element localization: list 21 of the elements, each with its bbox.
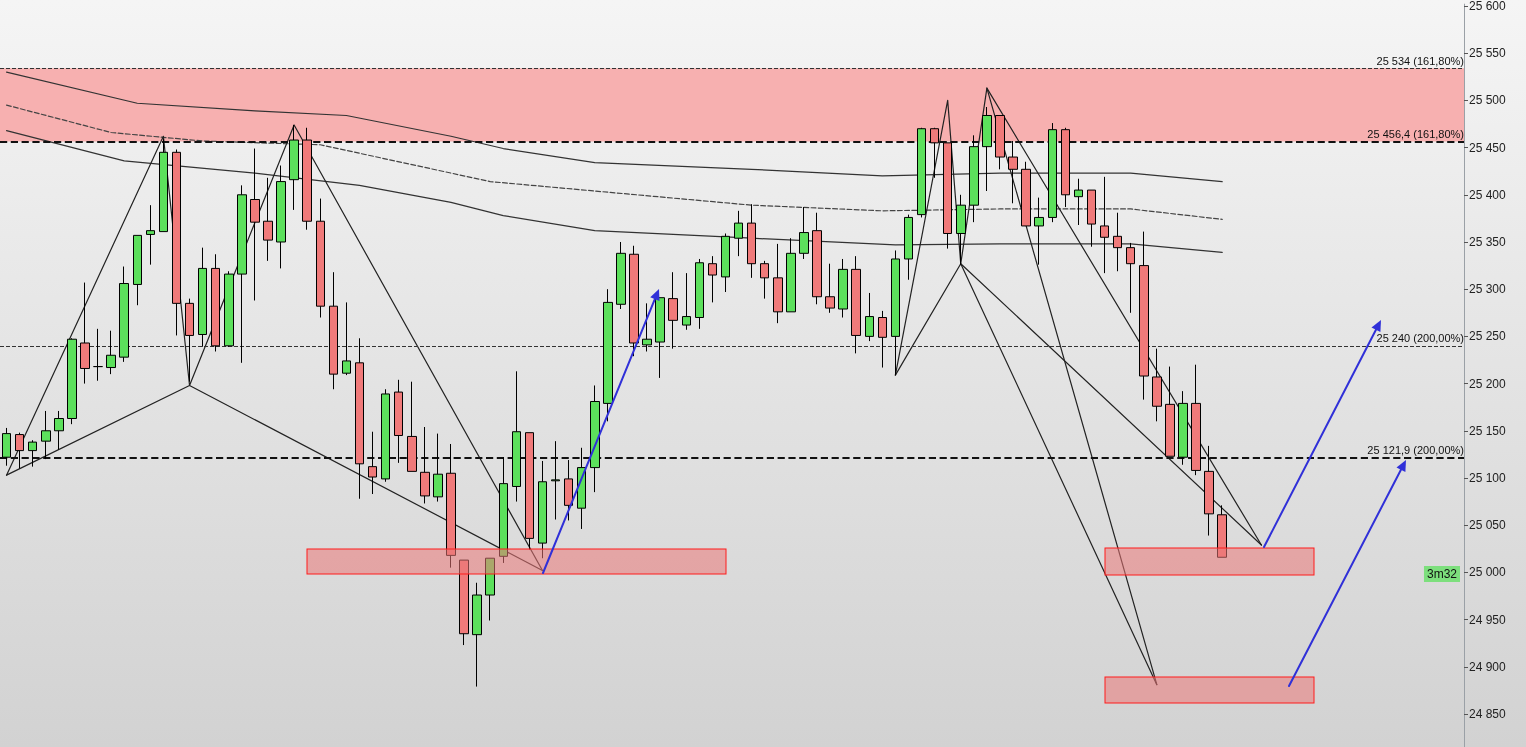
annotation: 3m32 [1426, 567, 1458, 581]
y-tick-label: 25 450 [1469, 140, 1507, 155]
y-tick-label: 25 300 [1469, 282, 1507, 297]
y-tick-label: 25 600 [1469, 0, 1507, 13]
y-tick-label: 24 900 [1469, 659, 1507, 674]
y-tick-label: 25 100 [1469, 470, 1507, 485]
y-tick-label: 25 200 [1469, 376, 1507, 391]
y-tick-label: 25 250 [1469, 329, 1507, 344]
ref-line-label: 25 534 (161,80%) [1376, 54, 1464, 67]
y-tick-label: 25 050 [1469, 518, 1507, 533]
ref-line-label: 25 456,4 (161,80%) [1367, 128, 1464, 141]
y-tick-label: 25 550 [1469, 46, 1507, 61]
y-tick-label: 25 000 [1469, 565, 1507, 580]
y-tick-label: 24 950 [1469, 612, 1507, 627]
y-tick-label: 24 850 [1469, 706, 1507, 721]
y-tick-label: 25 500 [1469, 93, 1507, 108]
y-tick-label: 25 350 [1469, 234, 1507, 249]
y-tick-label: 25 150 [1469, 423, 1507, 438]
ref-line-label: 25 121,9 (200,00%) [1367, 443, 1464, 456]
ref-line-label: 25 240 (200,00%) [1376, 332, 1464, 345]
y-tick-label: 25 400 [1469, 187, 1507, 202]
